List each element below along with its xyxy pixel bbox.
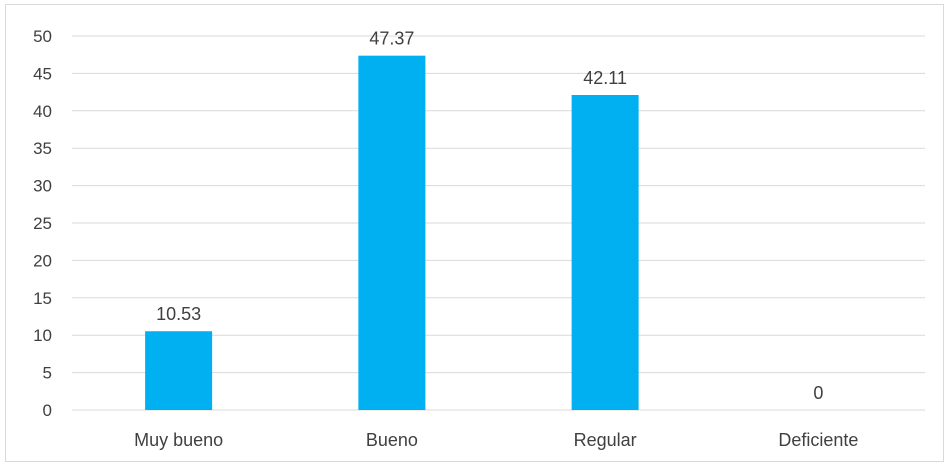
data-label: 47.37 — [369, 29, 414, 49]
data-label: 0 — [813, 383, 823, 403]
data-label: 10.53 — [156, 304, 201, 324]
y-tick-label: 5 — [43, 364, 52, 383]
gridlines — [72, 35, 925, 411]
y-tick-label: 40 — [33, 102, 52, 121]
y-tick-label: 50 — [33, 27, 52, 46]
y-tick-label: 45 — [33, 64, 52, 83]
x-category-label: Bueno — [366, 430, 418, 450]
y-tick-label: 15 — [33, 289, 52, 308]
bar-bueno — [358, 55, 426, 411]
bar-muy-bueno — [145, 331, 213, 410]
x-category-label: Muy bueno — [134, 430, 223, 450]
y-tick-label: 25 — [33, 214, 52, 233]
y-tick-label: 30 — [33, 177, 52, 196]
data-labels: 10.53 47.37 42.11 0 — [156, 29, 823, 403]
y-tick-label: 35 — [33, 139, 52, 158]
x-category-label: Regular — [574, 430, 637, 450]
y-tick-label: 10 — [33, 326, 52, 345]
y-axis-tick-labels: 0 5 10 15 20 25 30 35 40 45 50 — [33, 27, 52, 420]
x-category-label: Deficiente — [778, 430, 858, 450]
y-tick-label: 0 — [43, 401, 52, 420]
x-axis-category-labels: Muy bueno Bueno Regular Deficiente — [134, 430, 858, 450]
data-label: 42.11 — [583, 68, 627, 88]
bars — [145, 55, 639, 411]
bar-regular — [571, 95, 639, 410]
y-tick-label: 20 — [33, 251, 52, 270]
